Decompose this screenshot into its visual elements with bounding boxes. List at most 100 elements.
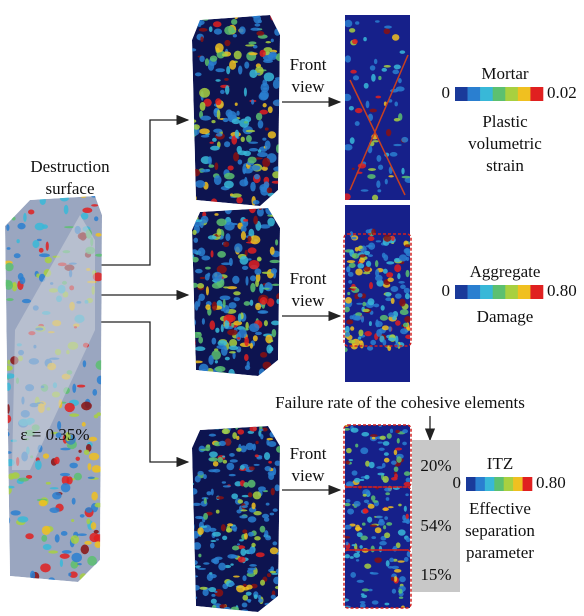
speckle bbox=[369, 282, 373, 289]
speckle bbox=[226, 463, 234, 471]
speckle bbox=[67, 476, 73, 484]
speckle bbox=[378, 165, 383, 170]
speckle bbox=[81, 402, 92, 411]
speckle bbox=[344, 525, 351, 530]
color-bar bbox=[505, 87, 518, 101]
speckle bbox=[88, 477, 95, 479]
color-bar bbox=[530, 285, 543, 299]
speckle bbox=[240, 509, 247, 511]
speckle bbox=[382, 508, 389, 511]
speckle bbox=[35, 460, 42, 470]
speckle bbox=[238, 329, 247, 338]
color-bar bbox=[518, 285, 531, 299]
speckle bbox=[371, 545, 375, 552]
speckle bbox=[347, 260, 356, 263]
speckle bbox=[250, 275, 256, 281]
speckle bbox=[233, 528, 237, 532]
speckle bbox=[391, 577, 394, 581]
speckle bbox=[230, 609, 235, 612]
view-label: Front bbox=[290, 444, 327, 463]
speckle bbox=[406, 251, 414, 257]
speckle bbox=[5, 195, 15, 197]
speckle bbox=[345, 554, 350, 558]
speckle bbox=[372, 140, 379, 142]
speckle bbox=[384, 532, 390, 538]
speckle bbox=[346, 499, 351, 503]
speckle bbox=[95, 233, 101, 237]
speckle bbox=[248, 532, 254, 537]
speckle bbox=[272, 171, 280, 178]
speckle bbox=[346, 542, 349, 546]
speckle bbox=[199, 56, 204, 62]
speckle bbox=[347, 508, 354, 514]
color-bar bbox=[480, 87, 493, 101]
speckle bbox=[366, 229, 371, 233]
speckle bbox=[84, 577, 93, 582]
speckle bbox=[246, 592, 252, 596]
speckle bbox=[399, 254, 407, 261]
speckle bbox=[379, 541, 387, 545]
speckle bbox=[30, 571, 35, 580]
speckle bbox=[360, 341, 364, 348]
speckle bbox=[83, 360, 87, 367]
speckle bbox=[62, 550, 72, 554]
speckle bbox=[264, 603, 272, 606]
speckle bbox=[223, 607, 231, 613]
speckle bbox=[359, 479, 364, 481]
speckle bbox=[223, 485, 231, 487]
speckle bbox=[223, 286, 229, 288]
speckle bbox=[68, 573, 71, 577]
speckle bbox=[359, 245, 363, 249]
speckle bbox=[5, 451, 12, 454]
speckle bbox=[267, 193, 275, 197]
speckle bbox=[249, 547, 254, 554]
speckle bbox=[405, 293, 410, 299]
speckle bbox=[192, 585, 200, 591]
speckle bbox=[230, 563, 233, 565]
label: Destruction bbox=[30, 157, 110, 176]
legend-material: Mortar bbox=[481, 64, 529, 83]
speckle bbox=[395, 448, 402, 451]
speckle bbox=[199, 88, 210, 98]
speckle bbox=[6, 224, 9, 231]
speckle bbox=[276, 568, 284, 574]
speckle bbox=[197, 283, 204, 289]
speckle bbox=[388, 326, 391, 332]
speckle bbox=[355, 444, 358, 448]
speckle bbox=[210, 574, 217, 578]
speckle bbox=[237, 429, 244, 434]
speckle bbox=[386, 522, 392, 526]
speckle bbox=[231, 606, 239, 611]
speckle bbox=[60, 559, 63, 567]
speckle bbox=[406, 257, 409, 261]
speckle bbox=[23, 213, 26, 222]
speckle bbox=[249, 323, 259, 332]
speckle bbox=[256, 31, 264, 36]
speckle bbox=[96, 360, 107, 370]
speckle bbox=[255, 268, 262, 275]
speckle bbox=[259, 429, 264, 431]
speckle bbox=[206, 286, 209, 295]
speckle bbox=[268, 106, 273, 113]
speckle bbox=[255, 279, 259, 287]
speckle bbox=[275, 239, 278, 245]
speckle bbox=[370, 340, 376, 345]
speckle bbox=[221, 346, 228, 356]
speckle bbox=[212, 338, 217, 345]
speckle bbox=[388, 566, 394, 569]
speckle bbox=[202, 17, 209, 21]
speckle bbox=[212, 138, 217, 142]
speckle bbox=[265, 127, 269, 130]
speckle bbox=[375, 321, 383, 327]
speckle bbox=[228, 369, 235, 378]
speckle bbox=[209, 572, 212, 575]
speckle bbox=[259, 368, 265, 377]
speckle bbox=[250, 28, 260, 31]
speckle bbox=[255, 454, 259, 457]
speckle bbox=[352, 544, 357, 546]
speckle bbox=[352, 168, 355, 170]
view-label: Front bbox=[290, 55, 327, 74]
speckle bbox=[371, 572, 379, 575]
speckle bbox=[212, 532, 221, 537]
speckle bbox=[344, 20, 352, 27]
